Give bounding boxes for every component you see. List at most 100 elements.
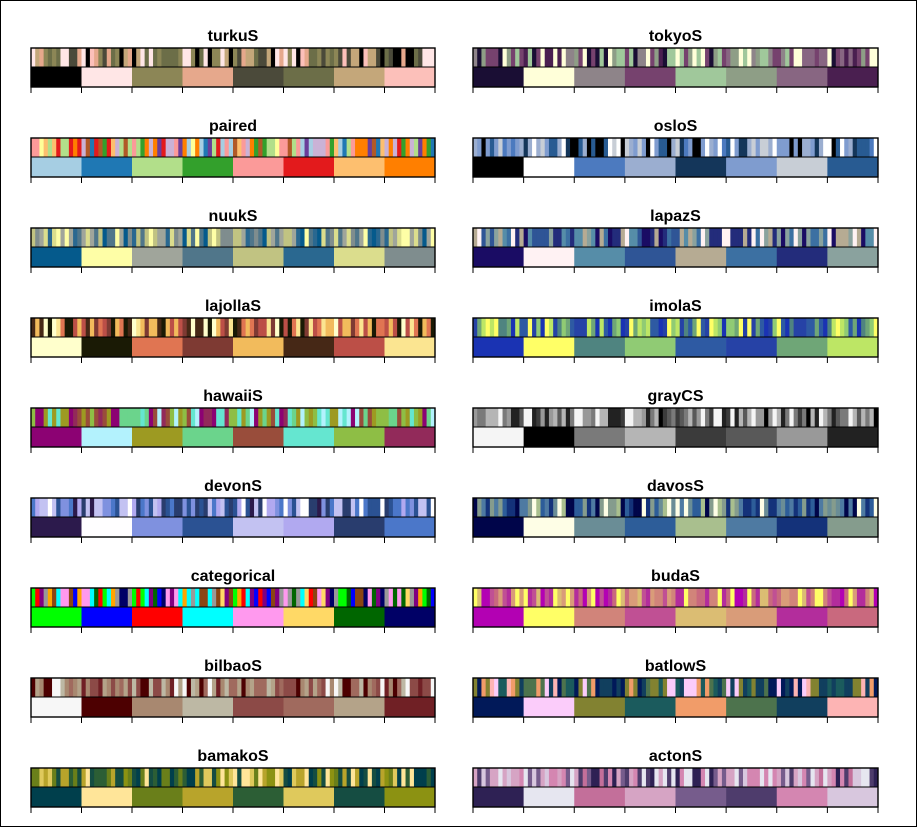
blend-stripe — [380, 408, 385, 427]
blend-stripe — [873, 48, 879, 67]
blend-stripe — [515, 48, 520, 67]
blend-stripe — [793, 228, 799, 247]
panel-title: grayCS — [647, 388, 703, 405]
blend-stripe — [110, 48, 116, 67]
blend-stripe — [772, 48, 778, 67]
blend-stripe — [43, 138, 49, 157]
blend-stripe — [578, 498, 584, 517]
blend-stripe — [94, 498, 99, 517]
blend-stripe — [136, 588, 141, 607]
blend-stripe — [582, 228, 588, 247]
blend-stripe — [578, 768, 584, 787]
blend-stripe — [300, 678, 305, 697]
blend-stripe — [262, 228, 268, 247]
blend-stripe — [329, 318, 335, 337]
blend-stripe — [56, 228, 61, 247]
color-swatch-1 — [31, 697, 82, 717]
blend-stripe — [768, 678, 773, 697]
blend-stripe — [237, 228, 242, 247]
color-swatch-5 — [233, 697, 284, 717]
blend-stripe — [47, 138, 53, 157]
blend-stripe — [31, 498, 36, 517]
blend-stripe — [548, 228, 554, 247]
blend-stripe — [363, 498, 369, 517]
blend-stripe — [527, 138, 533, 157]
blend-stripe — [283, 498, 289, 517]
blend-stripe — [321, 318, 326, 337]
blend-stripe — [641, 498, 647, 517]
blend-stripe — [717, 318, 723, 337]
blend-stripe — [266, 228, 272, 247]
blend-stripe — [802, 498, 807, 517]
blend-stripe — [254, 408, 259, 427]
blend-stripe — [764, 318, 769, 337]
blend-stripe — [241, 408, 247, 427]
blend-stripe — [216, 48, 221, 67]
color-swatch-6 — [283, 337, 335, 357]
blend-stripe — [338, 498, 343, 517]
blend-stripe — [510, 228, 516, 247]
blend-stripe — [700, 228, 706, 247]
blend-stripe — [717, 768, 723, 787]
blend-stripe — [98, 408, 103, 427]
blend-stripe — [270, 228, 276, 247]
blend-stripe — [254, 588, 259, 607]
blend-stripe — [780, 318, 786, 337]
blend-stripe — [127, 498, 133, 517]
blend-stripe — [132, 678, 137, 697]
blend-stripe — [35, 678, 40, 697]
blend-stripe — [165, 228, 171, 247]
blend-stripe — [527, 48, 533, 67]
blend-stripe — [39, 408, 45, 427]
blend-stripe — [216, 138, 221, 157]
blend-stripe — [190, 138, 196, 157]
blend-stripe — [523, 408, 529, 427]
blend-stripe — [747, 498, 752, 517]
blend-stripe — [384, 408, 390, 427]
blend-stripe — [548, 678, 554, 697]
blend-stripe — [123, 48, 129, 67]
blend-stripe — [153, 498, 158, 517]
blend-stripe — [743, 228, 748, 247]
blend-stripe — [413, 768, 419, 787]
blend-stripe — [553, 138, 558, 157]
blend-stripe — [637, 228, 643, 247]
blend-stripe — [153, 408, 158, 427]
blend-stripe — [802, 318, 807, 337]
blend-stripe — [68, 498, 74, 517]
blend-stripe — [85, 138, 91, 157]
blend-stripe — [489, 48, 495, 67]
blend-stripe — [709, 138, 714, 157]
blend-stripe — [553, 588, 558, 607]
blend-stripe — [759, 498, 765, 517]
blend-stripe — [713, 318, 719, 337]
blend-stripe — [713, 138, 719, 157]
blend-stripe — [789, 408, 795, 427]
blend-stripe — [498, 498, 503, 517]
blend-stripe — [654, 588, 660, 607]
blend-stripe — [692, 138, 697, 157]
blend-stripe — [275, 138, 280, 157]
blend-stripe — [52, 228, 57, 247]
blend-stripe — [831, 588, 837, 607]
blend-stripe — [266, 408, 272, 427]
blend-stripe — [658, 138, 664, 157]
blend-stripe — [869, 48, 875, 67]
blend-stripe — [106, 588, 112, 607]
blend-stripe — [140, 318, 146, 337]
blend-stripe — [376, 408, 381, 427]
blend-stripe — [675, 768, 681, 787]
blend-stripe — [810, 768, 816, 787]
blend-stripe — [102, 138, 108, 157]
blend-stripe — [81, 588, 87, 607]
blend-stripe — [169, 48, 175, 67]
blend-stripe — [869, 318, 875, 337]
blend-stripe — [527, 498, 533, 517]
blend-stripe — [823, 498, 828, 517]
blend-stripe — [776, 48, 782, 67]
blend-stripe — [195, 228, 200, 247]
blend-stripe — [140, 408, 146, 427]
blend-stripe — [153, 48, 158, 67]
color-swatch-4 — [624, 517, 676, 537]
blend-stripe — [249, 408, 255, 427]
